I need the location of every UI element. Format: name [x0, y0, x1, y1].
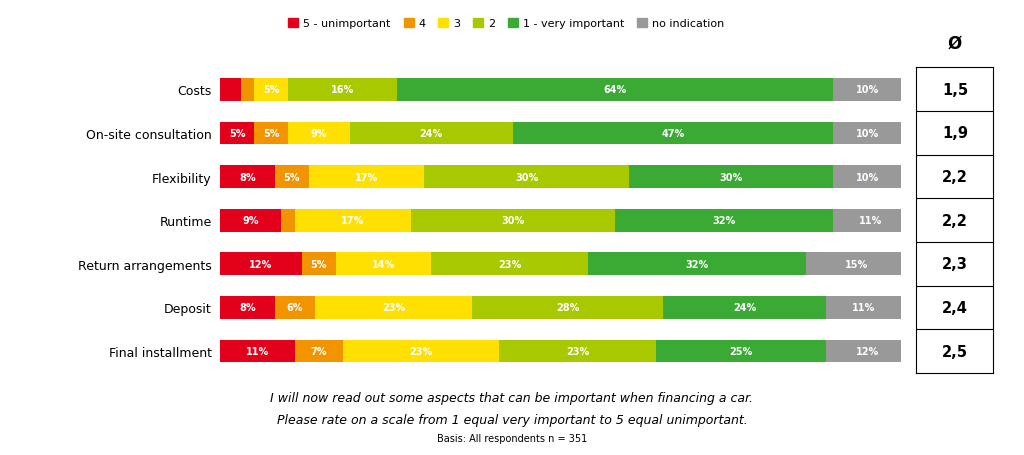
- Bar: [336, 253, 431, 276]
- Bar: [274, 297, 315, 319]
- Bar: [254, 79, 289, 101]
- Text: 12%: 12%: [855, 346, 879, 356]
- Bar: [834, 79, 901, 101]
- Bar: [220, 253, 302, 276]
- Bar: [343, 340, 500, 363]
- Bar: [500, 340, 656, 363]
- Bar: [826, 297, 901, 319]
- Bar: [220, 340, 295, 363]
- Text: 16%: 16%: [331, 85, 354, 95]
- Text: 11%: 11%: [246, 346, 269, 356]
- Text: 17%: 17%: [341, 216, 365, 226]
- Text: 1,9: 1,9: [942, 126, 968, 141]
- Bar: [656, 340, 826, 363]
- Bar: [472, 297, 663, 319]
- Text: 23%: 23%: [498, 259, 521, 269]
- Text: 2,3: 2,3: [942, 257, 968, 272]
- Text: 5%: 5%: [263, 129, 280, 139]
- Bar: [834, 209, 908, 232]
- Text: 10%: 10%: [855, 129, 879, 139]
- Bar: [629, 166, 834, 188]
- Text: 12%: 12%: [250, 259, 272, 269]
- Text: 7%: 7%: [310, 346, 327, 356]
- Text: 64%: 64%: [603, 85, 627, 95]
- Text: 8%: 8%: [239, 303, 256, 313]
- Text: Basis: All respondents n = 351: Basis: All respondents n = 351: [437, 433, 587, 443]
- Bar: [615, 209, 834, 232]
- Bar: [588, 253, 806, 276]
- Text: Ø: Ø: [948, 35, 962, 52]
- Text: 23%: 23%: [566, 346, 589, 356]
- Text: Please rate on a scale from 1 equal very important to 5 equal unimportant.: Please rate on a scale from 1 equal very…: [276, 414, 748, 426]
- Text: 1,5: 1,5: [942, 82, 968, 97]
- Bar: [220, 79, 241, 101]
- Text: 2,2: 2,2: [942, 213, 968, 228]
- Bar: [254, 122, 289, 145]
- Bar: [806, 253, 908, 276]
- Bar: [834, 166, 901, 188]
- Text: 30%: 30%: [502, 216, 524, 226]
- Text: 23%: 23%: [410, 346, 433, 356]
- Text: 32%: 32%: [713, 216, 735, 226]
- Bar: [289, 122, 349, 145]
- Bar: [424, 166, 629, 188]
- Bar: [282, 209, 295, 232]
- Text: 32%: 32%: [685, 259, 709, 269]
- Text: 6%: 6%: [287, 303, 303, 313]
- Bar: [295, 340, 343, 363]
- Text: 9%: 9%: [310, 129, 327, 139]
- Text: 5%: 5%: [310, 259, 327, 269]
- Text: 9%: 9%: [243, 216, 259, 226]
- Text: 5%: 5%: [284, 172, 300, 182]
- Bar: [397, 79, 834, 101]
- Bar: [241, 79, 254, 101]
- Text: 5%: 5%: [229, 129, 246, 139]
- Bar: [431, 253, 588, 276]
- Text: 23%: 23%: [382, 303, 406, 313]
- Bar: [411, 209, 615, 232]
- Text: 11%: 11%: [859, 216, 882, 226]
- Bar: [663, 297, 826, 319]
- Text: 11%: 11%: [852, 303, 876, 313]
- Text: 28%: 28%: [556, 303, 580, 313]
- Text: 25%: 25%: [729, 346, 753, 356]
- Bar: [220, 297, 274, 319]
- Text: 47%: 47%: [662, 129, 685, 139]
- Text: 10%: 10%: [855, 172, 879, 182]
- Text: 15%: 15%: [845, 259, 868, 269]
- Text: 24%: 24%: [733, 303, 756, 313]
- Bar: [315, 297, 472, 319]
- Text: 30%: 30%: [515, 172, 539, 182]
- Text: 17%: 17%: [355, 172, 378, 182]
- Text: 8%: 8%: [239, 172, 256, 182]
- Text: 14%: 14%: [372, 259, 395, 269]
- Bar: [302, 253, 336, 276]
- Text: 10%: 10%: [855, 85, 879, 95]
- Bar: [274, 166, 308, 188]
- Text: I will now read out some aspects that can be important when financing a car.: I will now read out some aspects that ca…: [270, 392, 754, 404]
- Text: 5%: 5%: [263, 85, 280, 95]
- Bar: [220, 209, 282, 232]
- Text: 24%: 24%: [420, 129, 443, 139]
- Bar: [220, 166, 274, 188]
- Text: 2,5: 2,5: [942, 344, 968, 359]
- Bar: [513, 122, 834, 145]
- Bar: [826, 340, 908, 363]
- Bar: [220, 122, 254, 145]
- Bar: [349, 122, 513, 145]
- Text: 30%: 30%: [719, 172, 742, 182]
- Bar: [289, 79, 397, 101]
- Text: 2,4: 2,4: [942, 300, 968, 315]
- Bar: [834, 122, 901, 145]
- Bar: [308, 166, 424, 188]
- Bar: [295, 209, 411, 232]
- Legend: 5 - unimportant, 4, 3, 2, 1 - very important, no indication: 5 - unimportant, 4, 3, 2, 1 - very impor…: [289, 19, 724, 29]
- Text: 2,2: 2,2: [942, 170, 968, 185]
